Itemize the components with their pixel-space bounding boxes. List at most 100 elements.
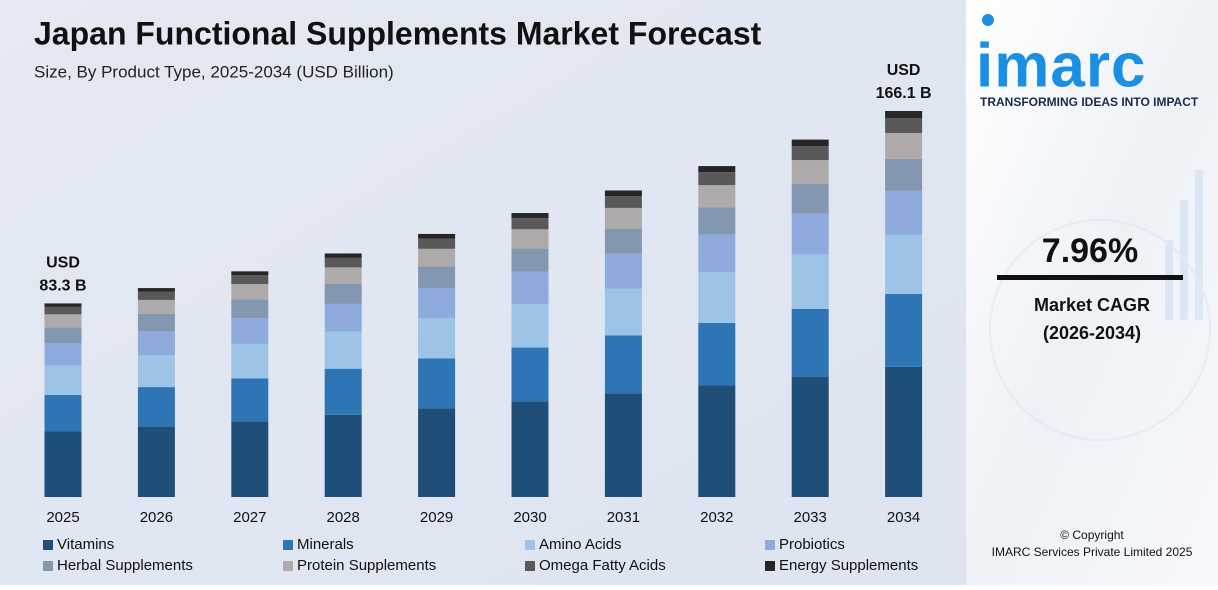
bar-segment xyxy=(231,271,269,276)
bar-segment xyxy=(418,238,456,249)
sidebar-background xyxy=(966,0,1218,585)
cagr-rule xyxy=(997,275,1183,280)
bar-segment xyxy=(231,421,269,497)
x-tick-label: 2030 xyxy=(513,509,546,526)
bar-segment xyxy=(511,229,549,249)
bar-segment xyxy=(44,431,82,497)
x-tick-label: 2031 xyxy=(607,509,640,526)
bar-segment xyxy=(511,271,549,305)
bar-segment xyxy=(698,234,736,273)
bar-segment xyxy=(324,257,362,268)
bar-segment xyxy=(231,275,269,285)
company: IMARC Services Private Limited 2025 xyxy=(992,545,1193,559)
logo-dot xyxy=(982,14,994,26)
bar-segment xyxy=(44,306,82,315)
legend-label: Herbal Supplements xyxy=(57,557,193,574)
logo: imarc xyxy=(976,31,1146,100)
bar-segment xyxy=(137,288,175,292)
cagr-value: 7.96% xyxy=(1042,232,1138,270)
bar-segment xyxy=(44,365,82,395)
legend-swatch xyxy=(283,561,293,571)
bar-segment xyxy=(324,303,362,332)
legend-swatch xyxy=(525,561,535,571)
legend-swatch xyxy=(43,561,53,571)
bar-segment xyxy=(885,111,923,118)
bar-segment xyxy=(324,414,362,497)
bar-segment xyxy=(885,366,923,497)
bar-segment xyxy=(44,303,82,307)
x-tick-label: 2027 xyxy=(233,509,266,526)
chart-title: Japan Functional Supplements Market Fore… xyxy=(34,15,762,51)
total-label: USD xyxy=(46,255,80,272)
bar-segment xyxy=(137,313,175,332)
bar-segment xyxy=(137,291,175,300)
bar-segment xyxy=(791,376,829,497)
x-tick-label: 2026 xyxy=(140,509,173,526)
bar-segment xyxy=(698,185,736,208)
bar-segment xyxy=(137,355,175,388)
bar-segment xyxy=(324,253,362,258)
bar-segment xyxy=(418,288,456,319)
legend-label: Vitamins xyxy=(57,536,114,553)
x-tick-label: 2034 xyxy=(887,509,920,526)
legend-label: Probiotics xyxy=(779,536,845,553)
legend-swatch xyxy=(43,540,53,550)
legend-swatch xyxy=(765,540,775,550)
bar-segment xyxy=(698,207,736,235)
bar-segment xyxy=(44,394,82,432)
x-tick-label: 2032 xyxy=(700,509,733,526)
legend-swatch xyxy=(525,540,535,550)
bar-segment xyxy=(137,387,175,427)
bar-segment xyxy=(604,288,642,336)
bar-segment xyxy=(604,190,642,197)
bar-segment xyxy=(511,304,549,348)
bar-segment xyxy=(418,233,456,239)
bar-segment xyxy=(231,284,269,300)
x-tick-label: 2028 xyxy=(327,509,360,526)
bar-segment xyxy=(231,318,269,344)
bar-segment xyxy=(44,343,82,366)
x-tick-label: 2033 xyxy=(794,509,827,526)
bar-segment xyxy=(324,283,362,304)
bar-segment xyxy=(604,253,642,289)
legend-label: Omega Fatty Acids xyxy=(539,557,666,574)
copyright: © Copyright xyxy=(1060,528,1124,542)
bar-segment xyxy=(418,358,456,409)
bar-segment xyxy=(231,343,269,379)
legend-swatch xyxy=(283,540,293,550)
cagr-period: (2026-2034) xyxy=(1043,323,1141,343)
bar-segment xyxy=(791,139,829,147)
total-label: 83.3 B xyxy=(39,278,86,295)
bar-segment xyxy=(511,347,549,402)
bar-segment xyxy=(791,183,829,214)
cagr-label: Market CAGR xyxy=(1034,295,1150,315)
bar-segment xyxy=(324,267,362,284)
bar-segment xyxy=(885,158,923,191)
bar-segment xyxy=(698,166,736,173)
bar-segment xyxy=(511,213,549,219)
bar-segment xyxy=(885,234,923,294)
bar-segment xyxy=(137,426,175,497)
total-label: USD xyxy=(887,62,921,79)
chart-subtitle: Size, By Product Type, 2025-2034 (USD Bi… xyxy=(34,62,394,81)
bar-segment xyxy=(885,117,923,134)
bar-segment xyxy=(418,266,456,289)
legend-swatch xyxy=(765,561,775,571)
bar-segment xyxy=(511,218,549,230)
bar-segment xyxy=(324,331,362,369)
bar-segment xyxy=(604,196,642,208)
bar-segment xyxy=(791,254,829,309)
bar-segment xyxy=(511,248,549,272)
legend-label: Minerals xyxy=(297,536,354,553)
bar-segment xyxy=(885,133,923,159)
bar-segment xyxy=(511,401,549,497)
tagline: TRANSFORMING IDEAS INTO IMPACT xyxy=(980,95,1199,109)
bar-segment xyxy=(418,408,456,497)
legend-label: Energy Supplements xyxy=(779,557,918,574)
bar-segment xyxy=(137,331,175,356)
bar-segment xyxy=(791,160,829,184)
bar-segment xyxy=(44,327,82,344)
bar-segment xyxy=(791,146,829,161)
bar-segment xyxy=(698,172,736,186)
